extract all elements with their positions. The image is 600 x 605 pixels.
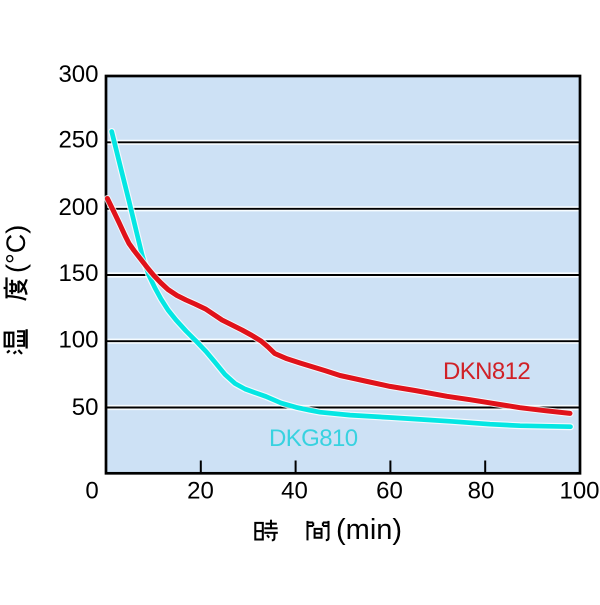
svg-text:40: 40 bbox=[281, 478, 308, 505]
svg-text:300: 300 bbox=[58, 61, 98, 88]
svg-text:DKN812: DKN812 bbox=[443, 358, 530, 385]
svg-text:200: 200 bbox=[58, 194, 98, 221]
svg-text:DKG810: DKG810 bbox=[269, 425, 358, 452]
svg-text:100: 100 bbox=[559, 478, 599, 505]
svg-text:250: 250 bbox=[58, 127, 98, 154]
svg-text:0: 0 bbox=[85, 478, 98, 505]
svg-text:80: 80 bbox=[468, 478, 495, 505]
svg-text:60: 60 bbox=[376, 478, 403, 505]
svg-text:(min): (min) bbox=[336, 514, 402, 546]
svg-text:50: 50 bbox=[72, 394, 99, 421]
svg-text:100: 100 bbox=[58, 327, 98, 354]
svg-text:(°C): (°C) bbox=[1, 225, 31, 273]
svg-text:20: 20 bbox=[187, 478, 214, 505]
svg-text:150: 150 bbox=[58, 260, 98, 287]
